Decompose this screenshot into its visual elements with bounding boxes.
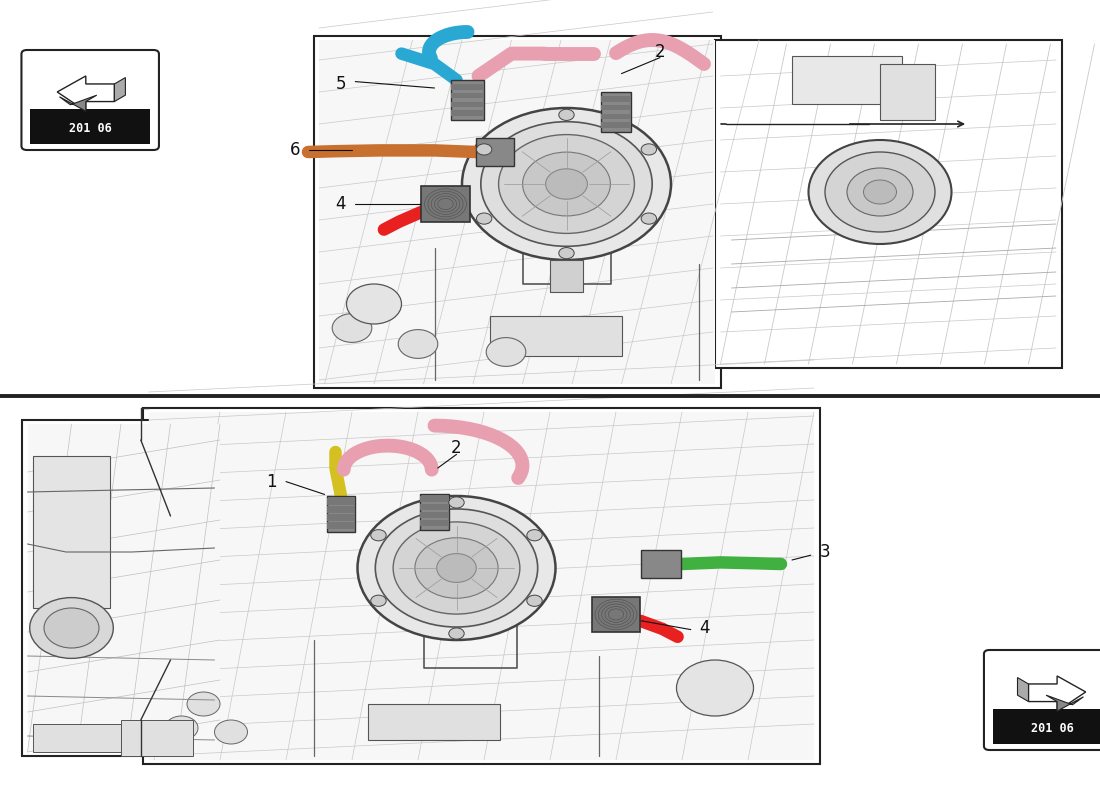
Bar bbox=[451, 84, 484, 90]
Bar bbox=[368, 704, 500, 740]
Bar bbox=[121, 720, 192, 756]
Bar bbox=[992, 709, 1100, 744]
Circle shape bbox=[44, 608, 99, 648]
Bar bbox=[327, 496, 355, 532]
Text: 3: 3 bbox=[820, 543, 830, 561]
Bar bbox=[33, 456, 110, 608]
Circle shape bbox=[30, 598, 113, 658]
Text: 2: 2 bbox=[451, 439, 462, 457]
Circle shape bbox=[398, 330, 438, 358]
Circle shape bbox=[371, 595, 386, 606]
Circle shape bbox=[462, 108, 671, 260]
Text: 201 06: 201 06 bbox=[1032, 722, 1074, 735]
Circle shape bbox=[375, 509, 538, 627]
Bar bbox=[592, 597, 640, 632]
Bar bbox=[420, 512, 449, 518]
Text: 6: 6 bbox=[289, 142, 300, 159]
Circle shape bbox=[559, 247, 574, 258]
Bar bbox=[601, 92, 631, 132]
Bar bbox=[420, 504, 449, 510]
Polygon shape bbox=[59, 95, 97, 111]
Bar bbox=[421, 186, 470, 222]
Circle shape bbox=[522, 152, 611, 216]
Bar bbox=[319, 40, 715, 384]
Bar bbox=[28, 424, 220, 752]
Circle shape bbox=[476, 213, 492, 224]
Circle shape bbox=[676, 660, 754, 716]
Bar bbox=[476, 138, 514, 166]
Circle shape bbox=[546, 169, 587, 199]
Circle shape bbox=[498, 134, 635, 234]
Bar bbox=[715, 40, 1062, 368]
Bar bbox=[550, 260, 583, 292]
Circle shape bbox=[847, 168, 913, 216]
Bar bbox=[601, 105, 631, 110]
Circle shape bbox=[358, 496, 556, 640]
Text: 4: 4 bbox=[698, 619, 710, 637]
Circle shape bbox=[559, 110, 574, 121]
Circle shape bbox=[864, 180, 896, 204]
Bar bbox=[31, 109, 151, 144]
Bar bbox=[451, 110, 484, 116]
Circle shape bbox=[476, 144, 492, 155]
Circle shape bbox=[527, 530, 542, 541]
Circle shape bbox=[825, 152, 935, 232]
Bar bbox=[143, 408, 820, 764]
Bar bbox=[601, 122, 631, 128]
Text: 1: 1 bbox=[266, 473, 277, 490]
Text: 2: 2 bbox=[654, 43, 666, 61]
Polygon shape bbox=[1018, 678, 1028, 702]
Bar bbox=[148, 412, 814, 760]
Bar bbox=[33, 724, 121, 752]
Bar bbox=[880, 64, 935, 120]
FancyBboxPatch shape bbox=[22, 50, 158, 150]
Circle shape bbox=[481, 122, 652, 246]
Circle shape bbox=[437, 554, 476, 582]
Circle shape bbox=[486, 338, 526, 366]
Circle shape bbox=[449, 497, 464, 508]
Circle shape bbox=[165, 716, 198, 740]
Text: 5: 5 bbox=[336, 75, 346, 93]
Circle shape bbox=[641, 213, 657, 224]
Polygon shape bbox=[1028, 676, 1086, 711]
Circle shape bbox=[415, 538, 498, 598]
FancyBboxPatch shape bbox=[983, 650, 1100, 750]
Circle shape bbox=[346, 284, 402, 324]
Circle shape bbox=[332, 314, 372, 342]
Circle shape bbox=[527, 595, 542, 606]
Circle shape bbox=[808, 140, 952, 244]
Bar bbox=[314, 36, 720, 388]
Circle shape bbox=[214, 720, 248, 744]
Text: a Parts.com/silogics: a Parts.com/silogics bbox=[481, 166, 663, 266]
Bar bbox=[601, 114, 631, 119]
Bar bbox=[601, 96, 631, 102]
Bar bbox=[22, 420, 226, 756]
Bar bbox=[451, 80, 484, 120]
Bar bbox=[641, 550, 681, 578]
Polygon shape bbox=[1046, 695, 1084, 711]
Bar bbox=[451, 93, 484, 98]
Polygon shape bbox=[114, 78, 125, 102]
Circle shape bbox=[371, 530, 386, 541]
Bar bbox=[327, 522, 355, 529]
Circle shape bbox=[393, 522, 520, 614]
Bar bbox=[451, 102, 484, 107]
Bar bbox=[420, 520, 449, 526]
Bar bbox=[327, 498, 355, 505]
Text: a Parts.com/silogics: a Parts.com/silogics bbox=[371, 534, 553, 634]
Circle shape bbox=[449, 628, 464, 639]
Polygon shape bbox=[57, 76, 114, 111]
Bar bbox=[327, 506, 355, 513]
Bar bbox=[327, 514, 355, 521]
Circle shape bbox=[641, 144, 657, 155]
Bar bbox=[490, 316, 622, 356]
Bar bbox=[792, 56, 902, 104]
Text: 201 06: 201 06 bbox=[69, 122, 111, 135]
Text: 4: 4 bbox=[336, 195, 346, 213]
Bar bbox=[420, 494, 449, 530]
Bar bbox=[420, 496, 449, 502]
Circle shape bbox=[187, 692, 220, 716]
